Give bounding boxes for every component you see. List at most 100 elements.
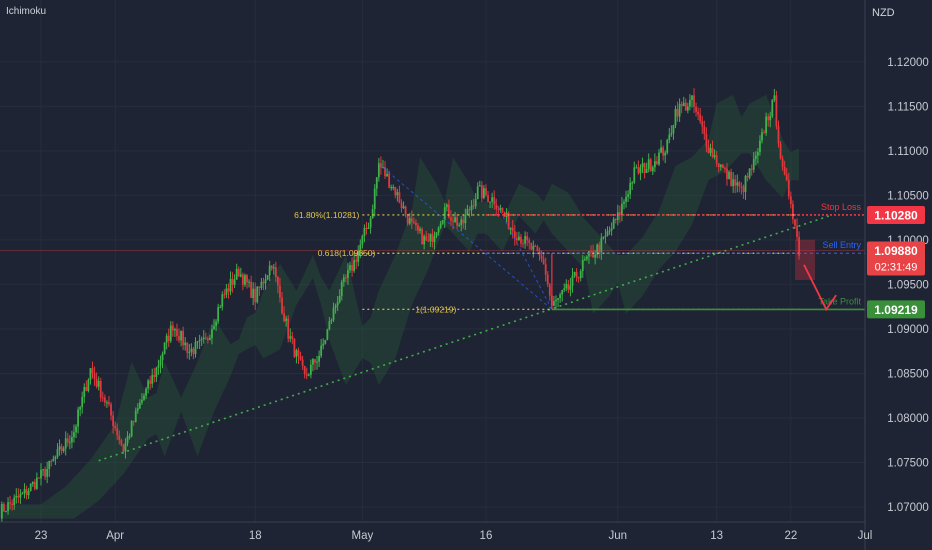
candle-body [106,402,108,404]
candle-body [691,95,693,100]
candle-body [610,228,613,231]
candle-body [180,330,182,341]
candle-body [371,209,374,219]
candle-body [17,495,20,498]
candle-body [196,341,199,343]
candle-body [699,114,702,122]
price-tag-text-target: 1.09219 [874,303,918,317]
candle-body [66,438,69,443]
candle-body [132,421,135,423]
candle-body [672,125,675,134]
candle-body [732,179,735,187]
indicator-label[interactable]: Ichimoku [6,6,47,17]
candle-body [56,449,59,457]
candle-body [21,493,24,495]
price-tick-label: 1.11000 [888,146,929,158]
candle-body [128,436,131,438]
candle-body [85,386,88,391]
candle-body [365,227,368,230]
candle-body [571,275,574,286]
candle-body [695,106,697,112]
candle-body [408,218,411,224]
candle-body [112,415,114,427]
candle-body [515,238,518,241]
candle-body [686,106,689,111]
price-tick-label: 1.11500 [888,101,929,113]
candle-body [260,281,263,288]
candle-body [697,111,700,115]
candle-body [641,163,644,168]
candle-body [293,338,296,357]
candle-body [680,104,683,107]
candle-body [312,359,314,365]
candle-body [534,245,537,247]
candle-body [614,218,617,221]
grid-lines [0,0,865,522]
candle-body [252,288,255,298]
candle-body [229,278,232,292]
price-tick-label: 1.09500 [887,279,929,291]
candle-body [417,225,419,231]
candle-body [491,197,494,202]
candle-body [460,219,463,225]
candle-body [147,380,150,389]
candle-body [759,140,761,153]
candle-body [429,234,432,242]
candle-body [305,374,308,376]
candle-body [468,209,471,211]
candle-body [211,329,213,339]
candle-body [120,439,123,445]
level-label-stop: Stop Loss [821,202,862,212]
candle-body [474,199,477,207]
candle-body [536,246,539,252]
candle-body [272,267,275,269]
candle-body [227,288,230,292]
candle-body [711,148,714,157]
candle-body [724,167,726,169]
candle-body [775,95,778,126]
candle-body [188,351,191,353]
candle-body [138,402,141,409]
candle-body [577,277,580,279]
candle-body [777,125,780,144]
candle-body [487,195,489,202]
candle-body [118,435,121,440]
candle-body [38,477,40,479]
candle-body [689,99,691,107]
candle-body [796,225,798,238]
candle-body [184,342,187,346]
candle-body [526,236,529,241]
candle-body [340,281,343,296]
candle-body [392,186,395,188]
candle-body [95,379,98,387]
candle-body [602,236,605,239]
candle-body [447,204,450,218]
candle-body [503,212,506,217]
candle-body [421,228,423,245]
candle-body [544,264,547,275]
candle-body [454,217,456,222]
candle-body [497,209,500,211]
candle-body [103,397,106,403]
candle-body [209,338,211,340]
candle-body [176,329,178,337]
candle-body [58,446,61,450]
fib-label: 61.80%(1.10281) [294,210,359,220]
candle-body [528,240,531,243]
price-tick-label: 1.09000 [887,324,929,336]
candle-body [334,305,337,308]
candle-body [563,288,566,291]
candle-body [511,227,514,232]
candle-body [320,345,323,356]
candle-body [241,274,244,285]
candle-body [674,108,677,126]
candle-body [709,148,712,153]
candle-body [54,456,57,459]
candle-body [244,275,246,285]
candle-body [219,307,222,309]
candle-body [264,279,267,284]
candle-body [666,140,669,153]
candle-body [347,270,349,279]
candle-body [318,355,320,362]
